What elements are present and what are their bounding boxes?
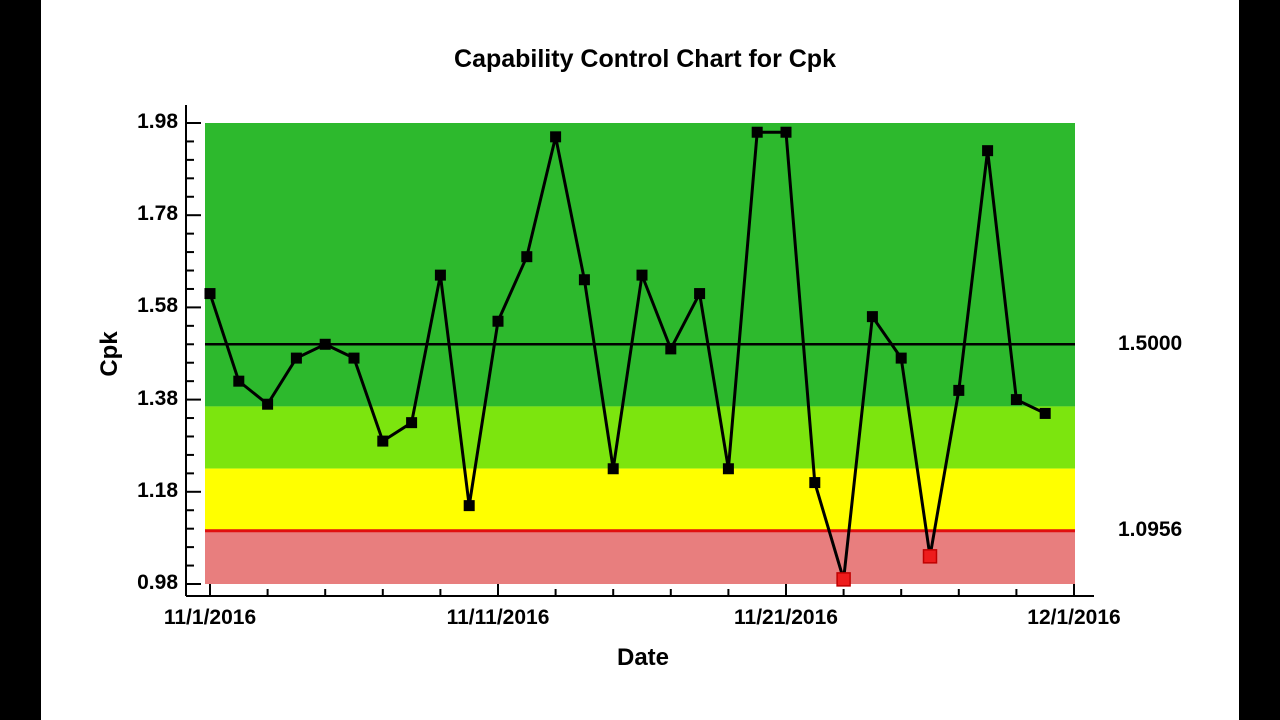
x-tick-label: 11/11/2016 (446, 606, 550, 629)
data-point-marker (521, 251, 533, 263)
data-point-marker (233, 375, 245, 387)
zone-green (205, 123, 1075, 407)
data-point-marker (953, 384, 965, 396)
out-of-control-marker (922, 549, 938, 564)
data-point-marker (290, 352, 302, 364)
data-point-marker (665, 343, 677, 355)
zone-red (205, 530, 1075, 584)
x-tick-label: 11/1/2016 (163, 606, 257, 629)
chart-title: Capability Control Chart for Cpk (454, 45, 836, 73)
y-tick-label: 1.38 (137, 386, 178, 410)
data-point-marker (722, 463, 734, 475)
data-point-marker (636, 269, 648, 281)
out-of-control-marker (836, 572, 851, 587)
data-point-marker (463, 500, 475, 512)
data-point-marker (434, 269, 446, 281)
y-tick-label: 1.18 (137, 478, 178, 502)
data-point-marker (982, 145, 994, 157)
x-axis-title: Date (616, 644, 670, 671)
data-point-marker (262, 398, 274, 410)
data-point-marker (492, 315, 504, 327)
y-tick-label: 1.58 (137, 294, 178, 318)
y-tick-label: 1.98 (137, 110, 178, 133)
letterbox-bar-right (1239, 0, 1280, 720)
data-point-marker (895, 352, 907, 364)
data-point-marker (578, 274, 590, 286)
x-tick-label: 12/1/2016 (1027, 606, 1121, 629)
data-point-marker (1039, 407, 1051, 419)
center-line-label: 1.5000 (1118, 332, 1183, 355)
data-point-marker (694, 288, 706, 300)
letterbox-bar-left (0, 0, 41, 720)
data-point-marker (780, 126, 792, 138)
data-point-marker (406, 417, 418, 429)
data-point-marker (809, 477, 821, 489)
data-point-marker (550, 131, 562, 143)
x-tick-label: 11/21/2016 (734, 606, 838, 629)
data-point-marker (319, 338, 331, 350)
data-point-marker (348, 352, 360, 364)
data-point-marker (204, 288, 216, 300)
data-point-marker (607, 463, 619, 475)
data-point-marker (866, 311, 878, 323)
lower-control-limit-label: 1.0956 (1118, 518, 1183, 541)
zone-yellow (205, 468, 1075, 531)
data-point-marker (751, 126, 763, 138)
data-point-marker (377, 435, 389, 447)
y-tick-label: 0.98 (137, 571, 178, 594)
data-point-marker (1010, 394, 1022, 406)
zone-light-green (205, 406, 1075, 469)
y-tick-label: 1.78 (137, 202, 178, 226)
